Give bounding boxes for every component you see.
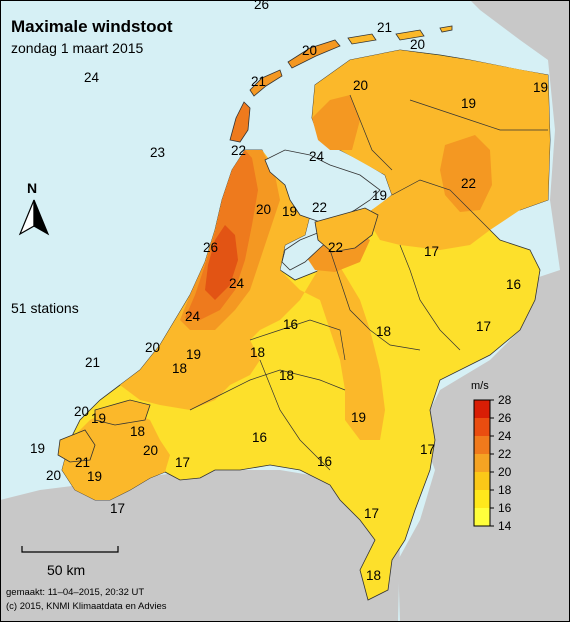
legend-tick-label: 22: [498, 447, 512, 461]
station-value: 20: [145, 340, 160, 355]
station-value: 19: [533, 80, 548, 95]
island-walcheren: [57, 429, 96, 463]
zone-20-zeeland: [62, 410, 170, 500]
scale-label: 50 km: [47, 562, 85, 578]
station-value: 16: [506, 277, 521, 292]
station-value: 18: [376, 324, 391, 339]
station-value: 19: [30, 441, 45, 456]
station-value: 20: [302, 43, 317, 58]
station-value: 20: [143, 443, 158, 458]
station-value: 24: [229, 276, 245, 291]
copyright: (c) 2015, KNMI Klimaatdata en Advies: [6, 601, 167, 612]
station-count: 51 stations: [11, 300, 79, 316]
station-value: 17: [424, 244, 439, 259]
map-title: Maximale windstoot: [11, 17, 173, 36]
island-ameland: [347, 33, 377, 45]
legend-color-segment: [474, 436, 490, 454]
legend-color-segment: [474, 454, 490, 472]
legend-color-segment: [474, 508, 490, 526]
station-value: 20: [46, 468, 61, 483]
legend-tick-label: 18: [498, 483, 512, 497]
zone-26: [205, 225, 238, 300]
legend-tick-label: 24: [498, 429, 512, 443]
station-value: 17: [175, 455, 190, 470]
station-value: 22: [312, 200, 327, 215]
station-value: 22: [328, 240, 343, 255]
legend-tick-label: 26: [498, 411, 512, 425]
zone-22-north: [312, 95, 360, 150]
legend-color-segment: [474, 400, 490, 418]
legend: m/s 28 26 24 22 20 18 16 14: [471, 380, 512, 533]
station-value: 19: [91, 411, 106, 426]
legend-color-segment: [474, 472, 490, 490]
station-value: 18: [250, 345, 265, 360]
station-value: 20: [256, 202, 271, 217]
island-schouwen: [94, 399, 151, 426]
station-value: 24: [309, 149, 325, 164]
legend-tick-label: 28: [498, 393, 512, 407]
station-value: 20: [410, 37, 425, 52]
station-value: 17: [364, 506, 379, 521]
legend-tick-label: 16: [498, 501, 512, 515]
island-vlieland: [249, 69, 283, 97]
station-value: 24: [185, 309, 201, 324]
island-terschelling: [287, 39, 341, 69]
station-value: 24: [84, 70, 100, 85]
station-value: 19: [351, 410, 366, 425]
station-value: 17: [420, 442, 435, 457]
station-value: 26: [203, 240, 218, 255]
legend-unit: m/s: [471, 380, 489, 392]
station-value: 21: [75, 455, 90, 470]
station-value: 19: [186, 347, 201, 362]
station-value: 18: [130, 424, 145, 439]
legend-ticks: 28 26 24 22 20 18 16 14: [490, 393, 512, 533]
legend-color-segment: [474, 418, 490, 436]
north-label: N: [27, 180, 37, 196]
station-value: 16: [317, 454, 332, 469]
legend-tick-label: 20: [498, 465, 512, 479]
legend-tick-label: 14: [498, 519, 512, 533]
station-values: 26 21 20 20 24 21 20 19 19 23 22 24 22 N…: [27, 0, 548, 583]
station-value: 19: [372, 188, 387, 203]
legend-colorbar: [473, 399, 491, 527]
station-value: 21: [377, 20, 392, 35]
legend-colorbar-frame: [473, 399, 491, 527]
station-value: 26: [254, 0, 269, 12]
zone-20: [312, 50, 550, 250]
station-value: 16: [283, 317, 298, 332]
zone-20-west: [120, 150, 385, 440]
north-arrow-icon: [18, 199, 50, 236]
station-value: 17: [110, 501, 125, 516]
made-date: gemaakt: 11–04–2015, 20:32 UT: [6, 587, 144, 598]
station-value: 19: [461, 96, 476, 111]
station-value: 20: [353, 78, 368, 93]
station-value: 19: [282, 204, 297, 219]
province-borders: [189, 94, 548, 471]
foreign-land-germany: [398, 0, 570, 622]
station-value: 23: [150, 145, 165, 160]
station-value: 22: [461, 176, 476, 191]
ijsselmeer: [264, 149, 381, 223]
flevoland: [314, 207, 379, 253]
station-value: 21: [85, 355, 100, 370]
island-texel: [229, 101, 251, 143]
station-value: 16: [252, 430, 267, 445]
station-value: 18: [366, 568, 381, 583]
map-subtitle: zondag 1 maart 2015: [11, 40, 144, 56]
island-rottumeroog: [439, 25, 453, 33]
foreign-land-belgium: [0, 470, 400, 622]
scale-bar: [21, 546, 119, 553]
legend-color-segment: [474, 490, 490, 508]
station-value: 22: [231, 143, 246, 158]
station-value: 17: [476, 319, 491, 334]
island-schiermonnikoog: [395, 29, 425, 41]
station-value: 21: [251, 74, 266, 89]
station-value: 19: [87, 469, 102, 484]
station-value: 20: [74, 404, 89, 419]
station-value: 18: [279, 368, 294, 383]
station-value: 18: [172, 361, 187, 376]
